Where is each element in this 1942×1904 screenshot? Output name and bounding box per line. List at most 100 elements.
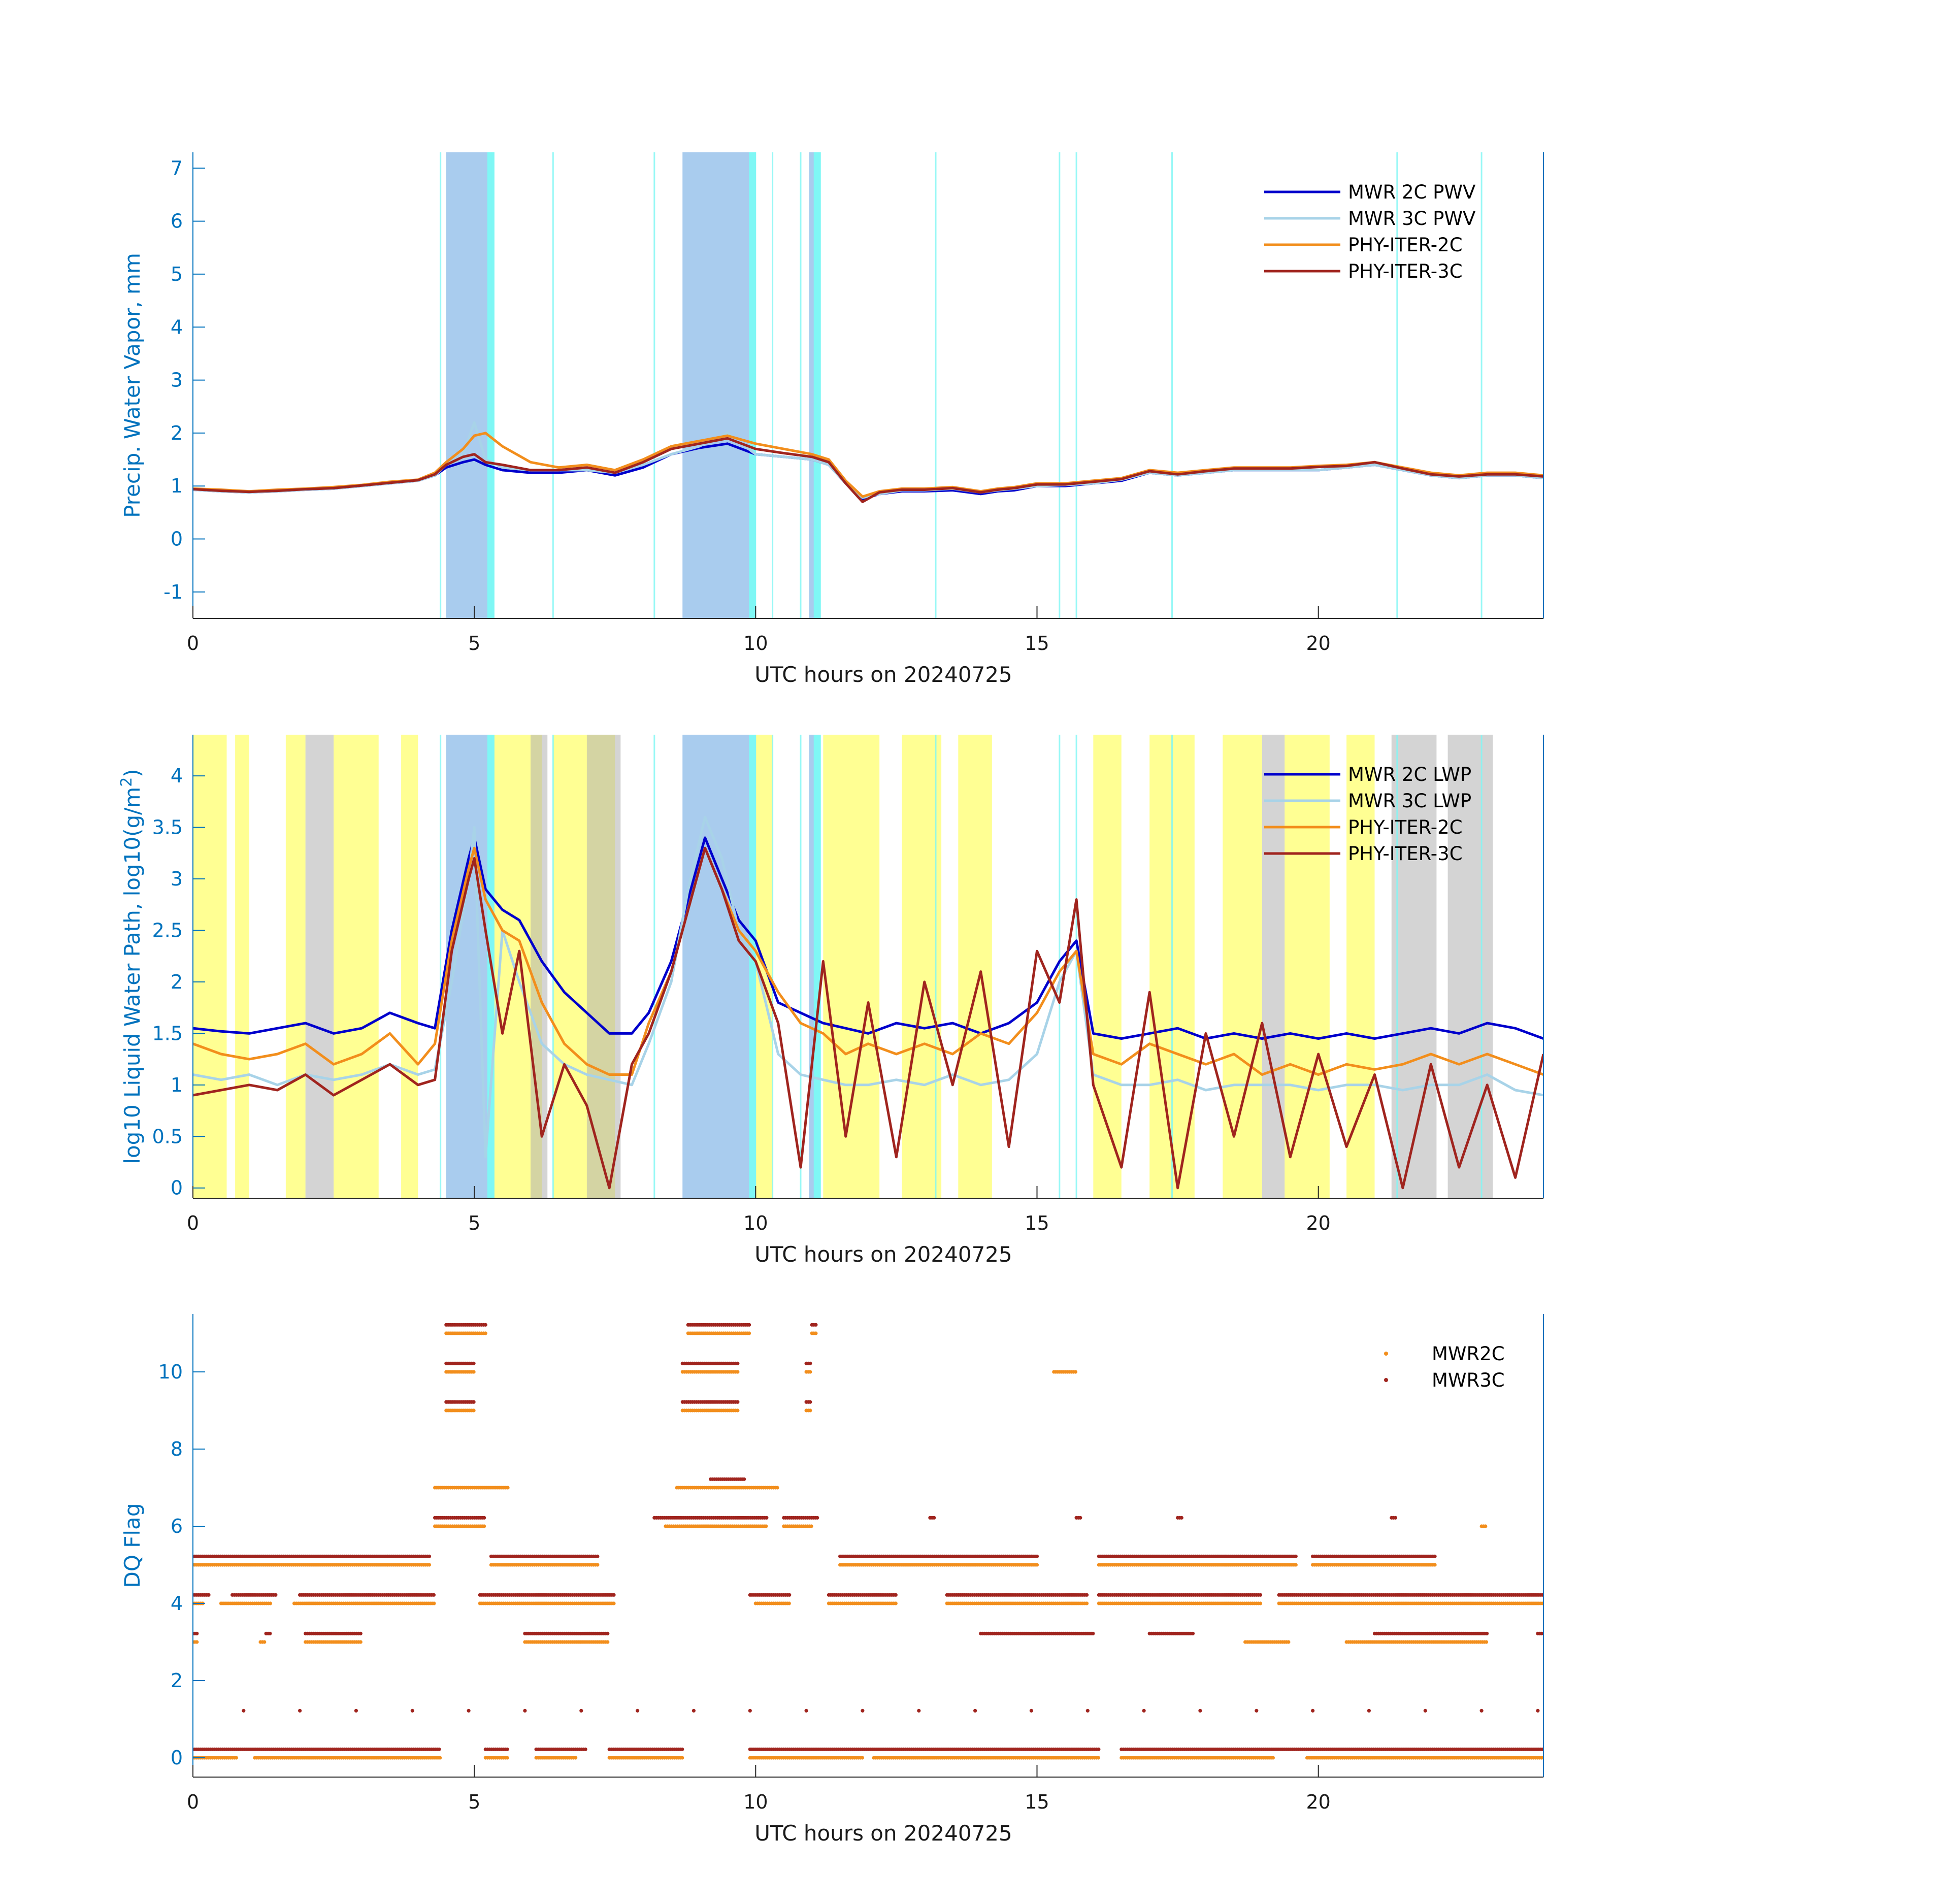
data-point <box>775 1486 779 1490</box>
data-point <box>747 1323 751 1327</box>
data-point <box>1097 1747 1101 1751</box>
data-point <box>1541 1601 1543 1605</box>
data-point <box>427 1554 432 1558</box>
legend-label: MWR2C <box>1432 1343 1505 1365</box>
x-tick-label: 15 <box>1025 632 1049 654</box>
y-axis-title-text: DQ Flag <box>120 1503 145 1588</box>
legend-label: MWR 3C LWP <box>1348 790 1471 812</box>
panel-dq: 0 5 10 15 20 0 2 4 6 8 10 UTC hours on 20240725 DQ F… <box>120 1314 1544 1846</box>
y-tick-label: 2 <box>171 422 183 444</box>
data-point <box>262 1640 267 1644</box>
data-point <box>596 1563 600 1567</box>
data-point <box>1085 1709 1090 1713</box>
x-tick-label: 0 <box>187 1212 199 1234</box>
x-tick-label: 5 <box>468 1212 480 1234</box>
y-tick-label: 5 <box>171 263 183 285</box>
series-mwr-3c-pwv <box>193 421 1543 499</box>
data-point <box>787 1593 792 1597</box>
x-tick-label: 15 <box>1025 1212 1049 1234</box>
data-point <box>505 1747 509 1751</box>
y-tick-label: 0 <box>171 528 183 550</box>
cloud-flag-band <box>305 735 334 1198</box>
x-tick-label: 0 <box>187 1791 199 1813</box>
data-point <box>1484 1640 1489 1644</box>
data-point <box>1035 1554 1039 1558</box>
x-tick-label: 10 <box>743 1791 768 1813</box>
data-point <box>612 1601 616 1605</box>
data-point <box>680 1747 684 1751</box>
data-point <box>207 1593 211 1597</box>
series-mwr2c <box>193 1331 1543 1760</box>
data-point <box>274 1593 278 1597</box>
series-phy-iter-3c <box>193 437 1543 503</box>
y-tick-label: 0 <box>171 1747 183 1769</box>
data-point <box>680 1756 684 1760</box>
rain-flag-band <box>809 152 815 618</box>
y-tick-label: 7 <box>171 157 183 179</box>
series-phy-iter-2c <box>193 846 1543 1076</box>
y-tick-label: 4 <box>171 765 183 787</box>
data-point <box>814 1323 818 1327</box>
rain-flag-band <box>682 735 750 1198</box>
y-axis-title-end: ) <box>120 769 145 777</box>
data-point <box>596 1554 600 1558</box>
data-point <box>1433 1554 1437 1558</box>
cloud-flag-band <box>1262 735 1285 1198</box>
clear-sky-band <box>401 735 418 1198</box>
data-point <box>427 1563 432 1567</box>
data-point <box>747 1331 751 1335</box>
y-tick-label: 4 <box>171 316 183 338</box>
clear-sky-band <box>823 735 880 1198</box>
data-point <box>606 1631 610 1635</box>
data-point <box>482 1524 486 1528</box>
clear-sky-band <box>285 735 306 1198</box>
data-point <box>268 1631 272 1635</box>
data-point <box>298 1709 302 1713</box>
x-axis-title: UTC hours on 20240725 <box>754 1242 1012 1267</box>
x-tick-label: 5 <box>468 1791 480 1813</box>
x-axis-title: UTC hours on 20240725 <box>754 1821 1012 1846</box>
data-point <box>894 1601 898 1605</box>
data-point <box>815 1516 819 1520</box>
data-point <box>736 1408 740 1413</box>
clear-sky-band <box>334 735 379 1198</box>
data-point <box>354 1709 358 1713</box>
data-point <box>765 1516 769 1520</box>
data-point <box>410 1709 414 1713</box>
plot-area <box>193 1323 1543 1760</box>
data-point <box>1091 1631 1095 1635</box>
x-tick-label: 20 <box>1306 1212 1330 1234</box>
data-point <box>1258 1593 1263 1597</box>
data-point <box>808 1400 812 1404</box>
data-point <box>1191 1631 1195 1635</box>
data-point <box>472 1361 476 1365</box>
y-tick-label: 10 <box>158 1361 183 1383</box>
series-mwr-2c-pwv <box>193 442 1543 501</box>
data-point <box>1029 1709 1033 1713</box>
data-point <box>505 1756 509 1760</box>
data-point <box>1085 1601 1089 1605</box>
data-point <box>1393 1516 1398 1520</box>
legend-label: PHY-ITER-2C <box>1348 816 1463 838</box>
legend-label: MWR 3C PWV <box>1348 208 1475 229</box>
rain-flag-band <box>446 152 488 618</box>
data-point <box>808 1361 812 1365</box>
data-point <box>1085 1593 1089 1597</box>
y-tick-label: 3.5 <box>152 816 183 839</box>
data-point <box>437 1747 441 1751</box>
y-axis-title-text: log10 Liquid Water Path, log10(g/m <box>120 787 145 1164</box>
data-point <box>1294 1554 1298 1558</box>
x-axis-title: UTC hours on 20240725 <box>754 662 1012 687</box>
y-tick-label: -1 <box>163 581 183 603</box>
legend-label: MWR3C <box>1432 1369 1505 1391</box>
clear-sky-band <box>1346 735 1375 1198</box>
cloud-flag-band <box>1447 735 1493 1198</box>
data-point <box>438 1756 442 1760</box>
rain-edge-band <box>749 735 756 1198</box>
y-tick-label: 0 <box>171 1177 183 1199</box>
data-point <box>742 1477 746 1481</box>
y-tick-label: 3 <box>171 369 183 391</box>
data-point <box>1541 1593 1543 1597</box>
data-point <box>1096 1756 1100 1760</box>
clear-sky-band <box>235 735 249 1198</box>
